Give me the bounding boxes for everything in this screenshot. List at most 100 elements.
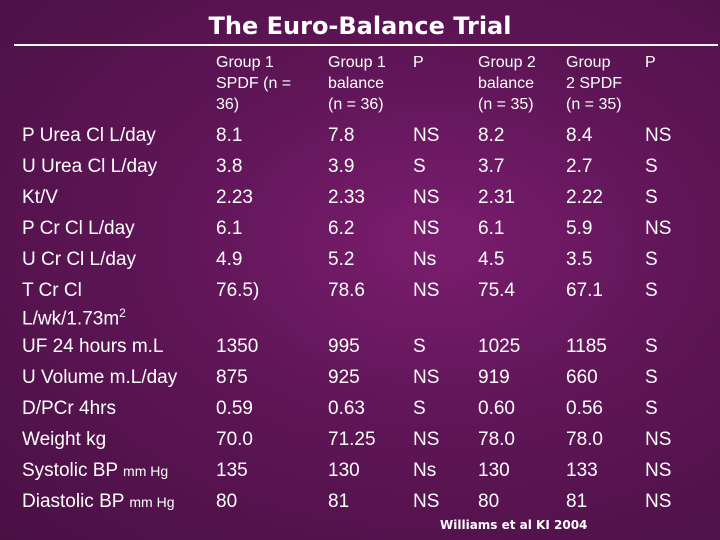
header-line: Group 1 — [328, 54, 386, 71]
title-underline — [14, 44, 718, 46]
header-line: balance — [328, 75, 385, 92]
table-row: U Volume m.L/day 875 925 NS 919 660 S — [0, 367, 720, 397]
cell-group2-spdf: 3.5 — [566, 249, 593, 270]
cell-group1-spdf: 80 — [216, 491, 238, 512]
cell-group1-balance: 0.63 — [328, 398, 365, 419]
cell-p-2: NS — [645, 491, 672, 512]
cell-group1-spdf: 135 — [216, 460, 248, 481]
table-row: UF 24 hours m.L 1350 995 S 1025 1185 S — [0, 336, 720, 366]
header-line: P — [413, 54, 424, 71]
cell-p-1: NS — [413, 367, 440, 388]
cell-group2-balance: 75.4 — [478, 280, 515, 301]
cell-group1-spdf: 2.23 — [216, 187, 253, 208]
table-row: D/PCr 4hrs 0.59 0.63 S 0.60 0.56 S — [0, 398, 720, 428]
cell-group1-balance: 5.2 — [328, 249, 355, 270]
cell-group1-balance: 81 — [328, 491, 350, 512]
header-line: (n = 35) — [478, 96, 534, 113]
header-group1-spdf: Group 1 SPDF (n = 36) — [216, 52, 291, 115]
header-line: P — [645, 54, 656, 71]
cell-p-1: NS — [413, 491, 440, 512]
cell-group2-balance: 919 — [478, 367, 510, 388]
row-label: Diastolic BP mm Hg — [22, 491, 175, 513]
cell-group1-balance: 2.33 — [328, 187, 365, 208]
cell-p-2: NS — [645, 125, 672, 146]
cell-group1-balance: 6.2 — [328, 218, 355, 239]
page-title: The Euro-Balance Trial — [208, 12, 512, 40]
row-label-unit: mm Hg — [123, 463, 169, 479]
table-row: P Urea Cl L/day 8.1 7.8 NS 8.2 8.4 NS — [0, 125, 720, 155]
cell-group2-balance: 8.2 — [478, 125, 505, 146]
cell-p-1: NS — [413, 125, 440, 146]
citation: Williams et al KI 2004 — [440, 518, 588, 532]
row-label: U Urea Cl L/day — [22, 156, 158, 177]
header-group1-balance: Group 1 balance (n = 36) — [328, 52, 386, 115]
cell-group2-spdf: 5.9 — [566, 218, 593, 239]
cell-p-2: S — [645, 187, 658, 208]
cell-group2-spdf: 0.56 — [566, 398, 603, 419]
header-group2-spdf: Group 2 SPDF (n = 35) — [566, 52, 622, 115]
row-label: Kt/V — [22, 187, 58, 208]
cell-group2-spdf: 78.0 — [566, 429, 603, 450]
header-line: balance — [478, 75, 535, 92]
row-label-unit: mm Hg — [129, 494, 175, 510]
header-line: Group 2 — [478, 54, 536, 71]
cell-group2-balance: 3.7 — [478, 156, 505, 177]
cell-group1-spdf: 4.9 — [216, 249, 243, 270]
cell-p-1: Ns — [413, 249, 437, 270]
cell-group2-spdf: 2.7 — [566, 156, 593, 177]
header-line: SPDF (n = — [216, 75, 292, 92]
cell-p-1: NS — [413, 187, 440, 208]
cell-group1-spdf: 70.0 — [216, 429, 253, 450]
cell-p-2: S — [645, 367, 658, 388]
cell-group1-spdf: 76.5) — [216, 280, 260, 301]
cell-group1-spdf: 1350 — [216, 336, 259, 357]
row-label-line2: L/wk/1.73m — [22, 308, 120, 330]
header-p-1: P — [413, 52, 424, 73]
table-row: Weight kg 70.0 71.25 NS 78.0 78.0 NS — [0, 429, 720, 459]
cell-group1-balance: 3.9 — [328, 156, 355, 177]
cell-group2-balance: 4.5 — [478, 249, 505, 270]
row-label: P Cr Cl L/day — [22, 218, 135, 239]
row-label: UF 24 hours m.L — [22, 336, 164, 357]
header-group2-balance: Group 2 balance (n = 35) — [478, 52, 536, 115]
row-label-text: Diastolic BP — [22, 491, 125, 512]
cell-p-1: NS — [413, 280, 440, 301]
cell-p-2: S — [645, 249, 658, 270]
cell-group1-balance: 130 — [328, 460, 360, 481]
cell-group1-spdf: 6.1 — [216, 218, 243, 239]
header-line: 2 SPDF — [566, 75, 623, 92]
cell-group2-balance: 80 — [478, 491, 500, 512]
table-row: U Urea Cl L/day 3.8 3.9 S 3.7 2.7 S — [0, 156, 720, 186]
cell-group2-balance: 2.31 — [478, 187, 515, 208]
cell-group2-balance: 130 — [478, 460, 510, 481]
table-row: P Cr Cl L/day 6.1 6.2 NS 6.1 5.9 NS — [0, 218, 720, 248]
cell-group2-spdf: 81 — [566, 491, 588, 512]
cell-group1-spdf: 875 — [216, 367, 248, 388]
cell-p-2: S — [645, 336, 658, 357]
row-label: Weight kg — [22, 429, 107, 450]
table-row: Systolic BP mm Hg 135 130 Ns 130 133 NS — [0, 460, 720, 490]
cell-group1-balance: 925 — [328, 367, 360, 388]
cell-p-1: Ns — [413, 460, 437, 481]
cell-group2-spdf: 1185 — [566, 336, 607, 357]
row-label: P Urea Cl L/day — [22, 125, 156, 146]
row-label-superscript: 2 — [119, 306, 126, 320]
header-line: 36) — [216, 96, 240, 113]
row-label: U Volume m.L/day — [22, 367, 178, 388]
cell-group1-balance: 995 — [328, 336, 360, 357]
header-line: Group — [566, 54, 611, 71]
cell-p-1: S — [413, 336, 426, 357]
cell-group2-balance: 0.60 — [478, 398, 515, 419]
cell-group1-spdf: 8.1 — [216, 125, 243, 146]
cell-group2-spdf: 67.1 — [566, 280, 603, 301]
cell-p-2: S — [645, 398, 658, 419]
table-row: Kt/V 2.23 2.33 NS 2.31 2.22 S — [0, 187, 720, 217]
cell-group2-balance: 1025 — [478, 336, 521, 357]
row-label: D/PCr 4hrs — [22, 398, 116, 419]
row-label-text: Systolic BP — [22, 460, 118, 481]
cell-group1-balance: 78.6 — [328, 280, 365, 301]
cell-group1-balance: 7.8 — [328, 125, 355, 146]
cell-group1-balance: 71.25 — [328, 429, 376, 450]
cell-p-2: S — [645, 280, 658, 301]
cell-p-1: S — [413, 398, 426, 419]
